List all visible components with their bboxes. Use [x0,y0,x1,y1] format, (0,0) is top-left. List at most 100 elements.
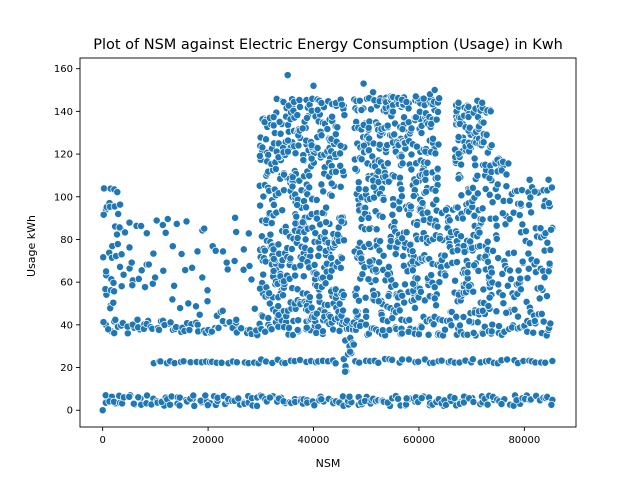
data-point [340,236,348,245]
data-point [179,357,188,366]
data-point [543,238,552,247]
data-point [98,406,107,415]
data-point [163,215,172,223]
x-tick-label: 40000 [298,435,330,446]
data-point [181,266,190,275]
data-point [478,215,487,224]
data-point [111,315,120,324]
data-point [305,293,314,302]
data-point [335,299,344,308]
data-point [117,282,126,291]
data-point [318,327,327,336]
data-point [365,257,374,266]
data-point [351,164,360,173]
data-point [451,276,460,285]
data-point [486,107,495,116]
data-point [489,246,497,255]
x-tick-label: 20000 [192,435,224,446]
data-point [192,302,200,311]
data-point [473,318,482,327]
axes-layer: 0 20000 40000 60000 80000 0 20 40 60 80 100 120 140 1… [54,57,577,446]
data-point [370,193,378,202]
data-point [109,298,118,307]
data-point [470,261,479,270]
data-point [394,394,403,403]
data-point [409,279,418,288]
data-point [245,262,254,270]
data-point [402,228,411,237]
data-point [231,213,240,222]
data-point [397,329,406,338]
data-point [327,266,336,275]
data-point [137,222,146,230]
data-point [125,243,134,252]
data-point [442,400,450,409]
data-point [402,97,411,106]
data-point [313,144,322,152]
data-point [142,229,151,238]
data-point [414,330,423,339]
data-point [320,228,329,237]
data-point [502,182,511,191]
data-point [502,170,511,179]
data-point [250,304,259,313]
data-point [485,190,494,199]
data-point [364,240,373,248]
data-point [364,123,373,132]
data-point [530,317,539,325]
data-point [408,247,417,256]
data-point [271,165,280,173]
data-point [376,237,385,246]
data-point [113,230,121,239]
data-point [305,171,314,180]
data-point [100,184,108,193]
data-point [464,282,473,291]
data-point [301,235,310,244]
data-point [317,131,326,140]
data-point [404,355,413,364]
data-point [525,175,534,184]
data-point [116,200,125,209]
data-point [470,154,479,163]
data-point [516,199,525,208]
data-point [491,214,500,223]
data-point [383,270,392,279]
data-point [323,125,332,133]
data-point [110,329,119,338]
data-point [453,246,462,255]
data-point [539,317,548,326]
data-point [430,283,439,292]
data-point [505,215,514,224]
data-point [234,394,243,403]
data-point [482,130,491,139]
data-point [266,230,275,239]
data-point [314,251,323,260]
x-tick-label: 0 [99,435,105,446]
data-point [195,310,204,319]
data-point [412,178,421,187]
data-point [492,234,501,243]
data-point [339,306,347,315]
data-point [481,185,490,193]
y-tick-label: 80 [60,235,73,246]
data-point [468,183,477,192]
data-point [440,251,449,260]
data-point [478,98,487,107]
data-point [296,102,304,111]
data-point [398,234,407,243]
data-point [371,276,380,285]
data-point [367,105,375,114]
data-point [255,151,264,160]
data-point [115,223,124,232]
data-point [328,112,337,121]
data-point [319,187,328,196]
data-point [113,240,122,249]
data-point [445,216,454,225]
data-point [127,258,136,267]
data-point [395,306,404,315]
data-point [149,249,158,258]
data-point [429,320,438,329]
data-point [134,274,143,283]
data-point [488,198,497,207]
data-point [265,393,274,402]
